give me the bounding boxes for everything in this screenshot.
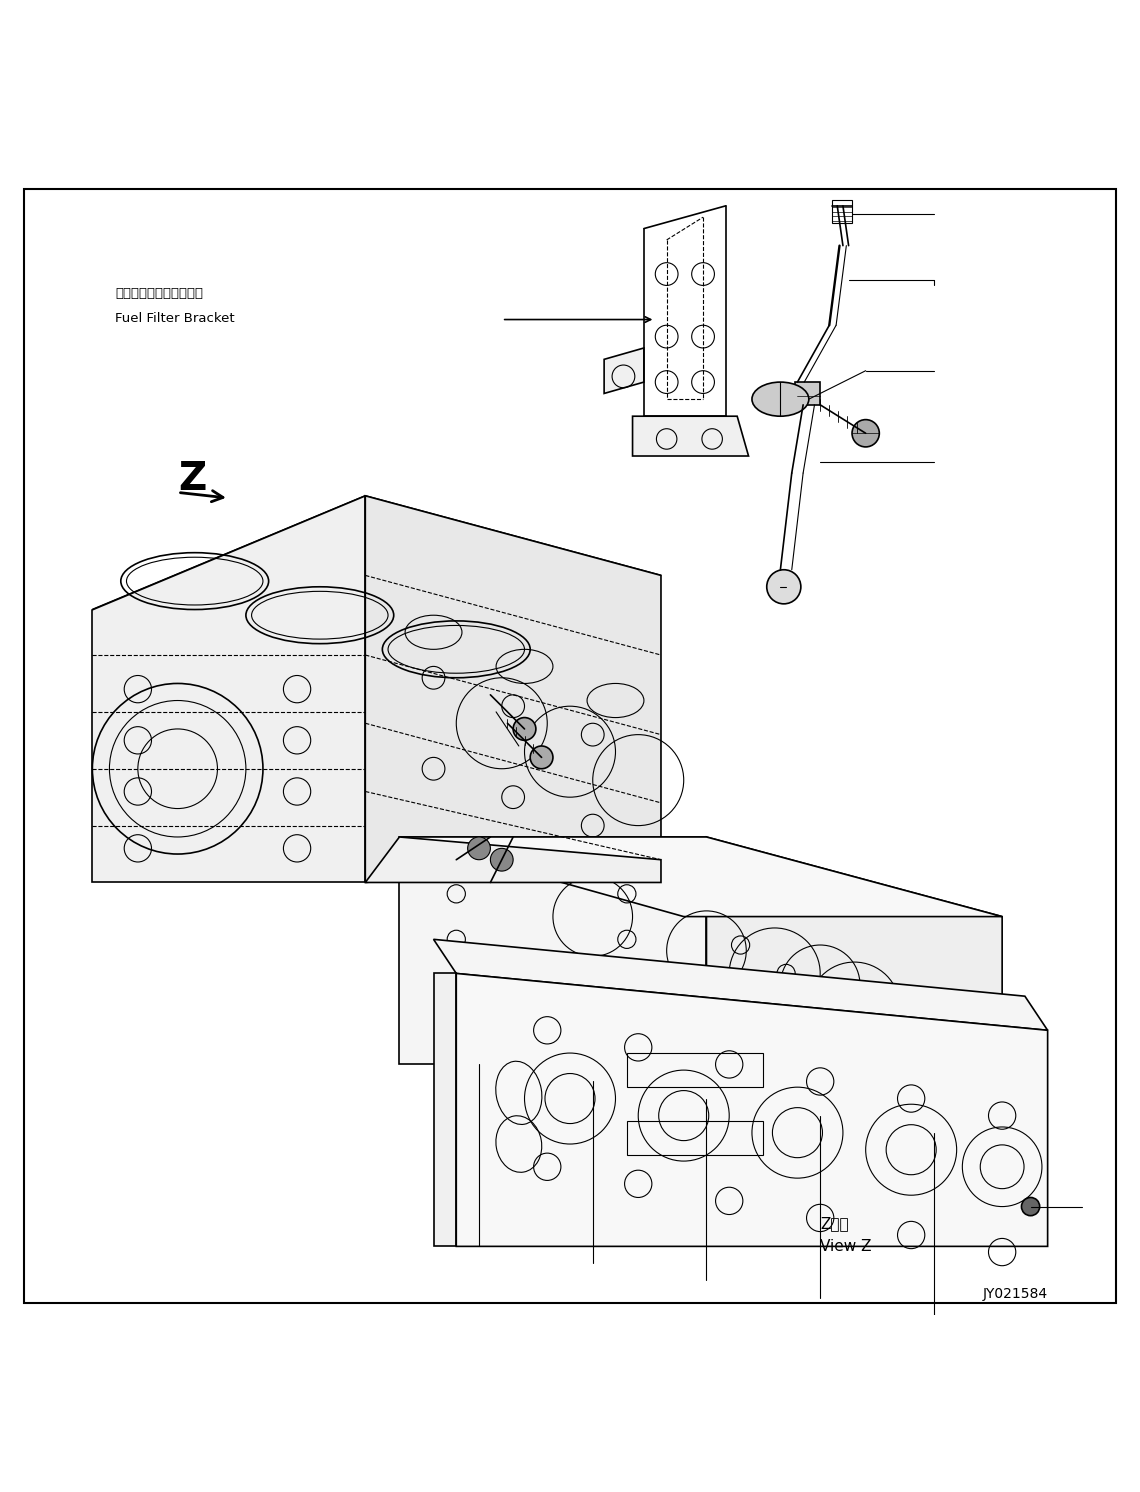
- Polygon shape: [399, 837, 707, 1064]
- Polygon shape: [633, 416, 749, 457]
- Circle shape: [1021, 1198, 1040, 1216]
- Circle shape: [467, 837, 490, 859]
- Ellipse shape: [752, 382, 808, 416]
- Circle shape: [852, 419, 879, 448]
- Text: View Z: View Z: [820, 1238, 872, 1253]
- Bar: [796, 382, 820, 404]
- Bar: [627, 1122, 764, 1155]
- Polygon shape: [399, 837, 1002, 916]
- Polygon shape: [92, 495, 661, 689]
- Polygon shape: [365, 495, 661, 882]
- Bar: [831, 200, 852, 222]
- Polygon shape: [92, 495, 365, 882]
- Polygon shape: [433, 973, 456, 1246]
- Polygon shape: [707, 837, 1002, 1144]
- Circle shape: [767, 570, 801, 604]
- Text: Z　視: Z 視: [820, 1216, 849, 1231]
- Text: Fuel Filter Bracket: Fuel Filter Bracket: [115, 312, 235, 325]
- Circle shape: [513, 718, 536, 740]
- Circle shape: [530, 746, 553, 768]
- Polygon shape: [365, 837, 661, 882]
- Bar: [627, 1053, 764, 1088]
- Text: 燃料フィルタブラケット: 燃料フィルタブラケット: [115, 286, 203, 300]
- Circle shape: [490, 849, 513, 871]
- Polygon shape: [604, 348, 644, 394]
- Text: Z: Z: [178, 460, 206, 498]
- Polygon shape: [456, 973, 1048, 1246]
- Text: JY021584: JY021584: [983, 1288, 1048, 1301]
- Polygon shape: [433, 940, 1048, 1031]
